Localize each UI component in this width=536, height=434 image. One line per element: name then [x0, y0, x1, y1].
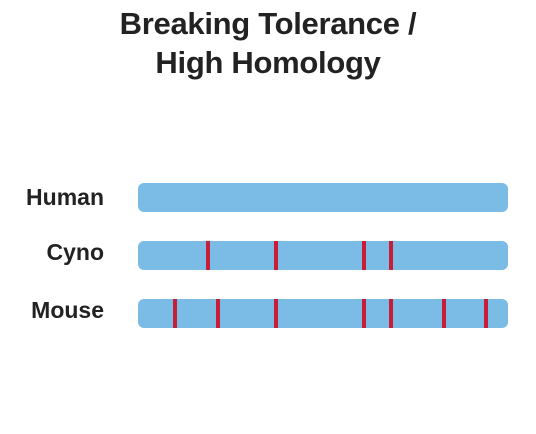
mismatch-mark — [441, 299, 446, 328]
mismatch-mark — [389, 241, 394, 270]
sequence-bar-cyno — [138, 241, 508, 270]
label-cyno: Cyno — [46, 239, 105, 265]
mismatch-mark — [274, 241, 278, 270]
title-line-2: High Homology — [155, 45, 381, 80]
sequence-bar-human — [138, 183, 508, 212]
mismatch-mark — [361, 299, 366, 328]
mismatch-mark — [389, 299, 394, 328]
mismatch-mark — [205, 241, 210, 270]
mismatch-mark — [274, 299, 278, 328]
mismatch-mark — [483, 299, 488, 328]
label-human: Human — [26, 184, 104, 210]
mismatch-mark — [216, 299, 221, 328]
mismatch-mark — [173, 299, 177, 328]
sequence-bar-mouse — [138, 299, 508, 328]
title-line-1: Breaking Tolerance / — [119, 6, 417, 41]
label-mouse: Mouse — [31, 297, 104, 323]
diagram-title: Breaking Tolerance / High Homology — [0, 4, 536, 82]
mismatch-mark — [361, 241, 366, 270]
